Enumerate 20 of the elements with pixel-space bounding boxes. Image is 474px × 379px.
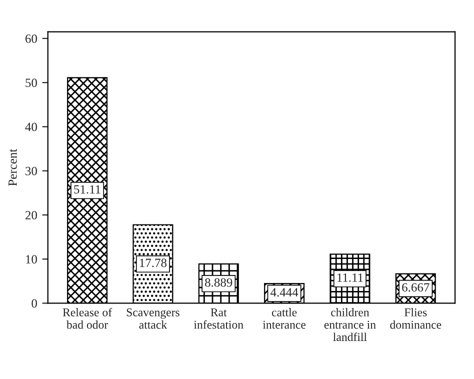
data-label: 11.11 [337,273,363,282]
y-tick-label: 10 [26,255,37,264]
y-tick-label: 40 [25,122,37,132]
x-tick-label: Scavengers attack [126,308,180,329]
data-label: 51.11 [74,185,100,194]
x-tick-label: children entrance in landfill [324,308,376,342]
y-axis-title: Percent [8,148,17,186]
x-tick-label: cattle interance [262,308,306,329]
y-tick-label: 30 [26,166,37,176]
data-label: 6.667 [402,283,430,292]
x-tick-label: Flies dominance [390,308,442,329]
data-label: 17.78 [140,258,167,268]
y-tick-label: 60 [25,34,37,43]
y-tick-label: 20 [26,210,37,220]
y-tick-label: 0 [32,299,37,308]
x-tick-label: Rat infestation [194,308,244,329]
x-tick-label: Release of bad odor [62,308,112,329]
data-label: 8.889 [205,278,232,287]
data-label: 4.444 [270,288,298,297]
y-tick-label: 50 [26,78,37,88]
